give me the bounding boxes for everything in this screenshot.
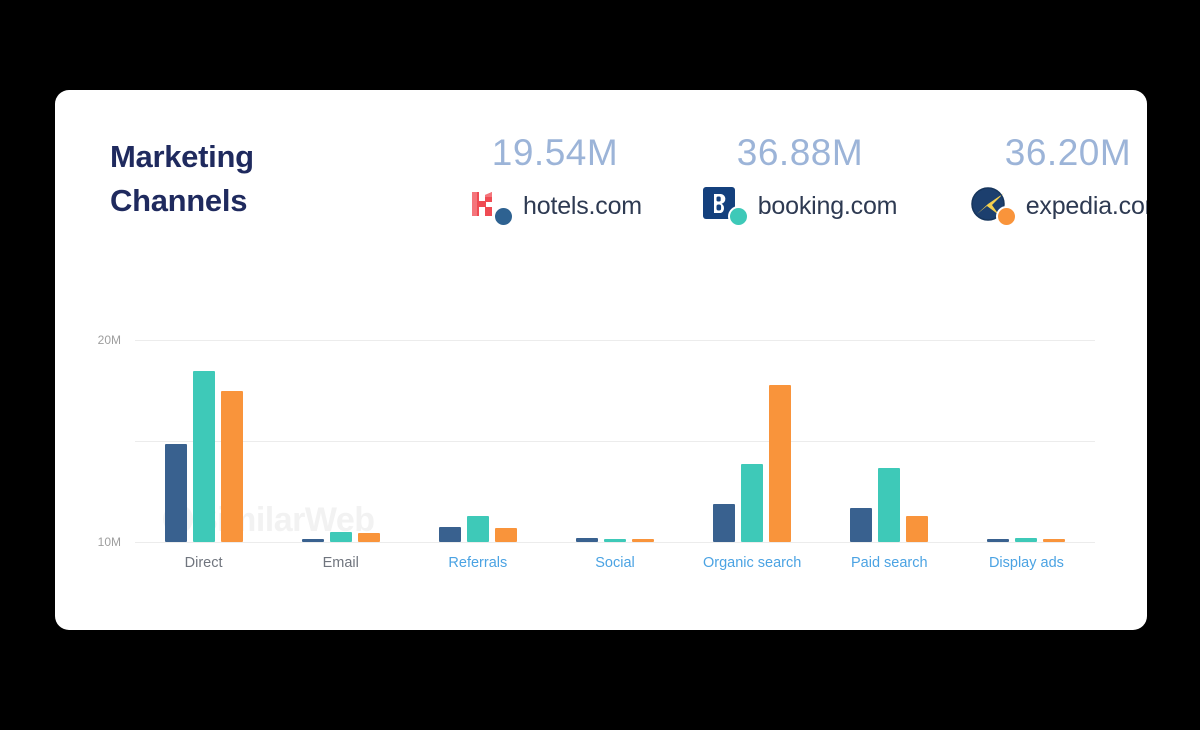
metric-site[interactable]: expedia.com [923,186,1147,227]
bar-expedia-com-referrals[interactable] [494,527,517,542]
bar-expedia-com-organic-search[interactable] [769,385,792,542]
metric-site-name: hotels.com [523,192,642,221]
y-axis-tick-label: 20M [97,333,121,347]
expedia-logo-icon [970,186,1017,227]
bar-group: Direct [162,340,246,571]
y-axis-tick-label: 10M [97,535,121,549]
bar-hotels-com-display-ads[interactable] [987,538,1010,542]
bar-booking-com-direct[interactable] [192,371,215,542]
metric-expedia: 36.20M expedia.com [923,132,1147,227]
gridline: 20M [98,333,1095,347]
bar-booking-com-display-ads[interactable] [1015,537,1038,542]
bar-hotels-com-email[interactable] [301,538,324,542]
bar-expedia-com-social[interactable] [632,539,654,542]
bar-expedia-com-email[interactable] [357,533,380,542]
bar-booking-com-email[interactable] [329,531,352,542]
bar-group: Display ads [984,340,1068,571]
metric-value: 36.88M [736,132,864,173]
bar-hotels-com-paid-search[interactable] [850,507,873,542]
page-title: Marketing Channels [110,135,410,223]
metric-value: 36.20M [1004,132,1132,173]
x-axis-label-direct: Direct [184,555,223,571]
bar-hotels-com-direct[interactable] [164,444,187,542]
chart-plot-area: SimilarWeb 010M20MDirectEmailReferralsSo… [98,333,1095,571]
x-axis-label-paid-search[interactable]: Paid search [850,555,928,571]
x-axis-label-email: Email [322,555,359,571]
booking-logo-icon [702,186,749,227]
metric-hotels: 19.54M hotels.com [410,132,700,227]
gridline: 0 [135,542,1095,543]
bar-expedia-com-direct[interactable] [220,390,243,542]
bar-group: Organic search [703,340,801,571]
x-axis-label-social[interactable]: Social [595,555,635,571]
x-axis-label-referrals[interactable]: Referrals [448,555,508,571]
x-axis-label-display-ads[interactable]: Display ads [988,555,1064,571]
bar-group: Social [573,340,657,571]
booking-accent-dot [727,205,749,227]
bar-expedia-com-paid-search[interactable] [906,515,929,542]
bar-group: Referrals [436,340,520,571]
expedia-accent-dot [995,205,1017,227]
metric-site[interactable]: hotels.com [410,187,700,227]
bar-hotels-com-social[interactable] [576,538,598,542]
bar-expedia-com-display-ads[interactable] [1043,539,1066,542]
page-title-line2: Channels [110,183,248,219]
marketing-channels-chart: SimilarWeb 010M20MDirectEmailReferralsSo… [55,260,1147,630]
metric-value: 19.54M [491,132,619,173]
bar-booking-com-referrals[interactable] [466,515,489,542]
bar-booking-com-organic-search[interactable] [741,464,764,542]
metric-booking: 36.88M booking.com [655,132,945,227]
metric-site-name: expedia.com [1025,192,1147,221]
metric-site[interactable]: booking.com [655,186,945,227]
bar-hotels-com-organic-search[interactable] [713,503,736,542]
page-title-line1: Marketing [110,139,254,174]
metric-site-name: booking.com [757,192,898,221]
hotels-logo-icon [468,187,515,227]
bar-group: Paid search [847,340,931,571]
bar-hotels-com-referrals[interactable] [438,526,461,542]
x-axis-label-organic-search[interactable]: Organic search [702,555,802,571]
bar-group: Email [299,340,383,571]
bar-booking-com-paid-search[interactable] [878,468,901,542]
gridline: 10M [98,441,1095,549]
bar-booking-com-social[interactable] [604,538,626,542]
hotels-accent-dot [493,205,515,227]
marketing-channels-card: Marketing Channels 19.54M hotels.com 3 [55,90,1147,630]
card-header: Marketing Channels 19.54M hotels.com 3 [55,90,1147,260]
